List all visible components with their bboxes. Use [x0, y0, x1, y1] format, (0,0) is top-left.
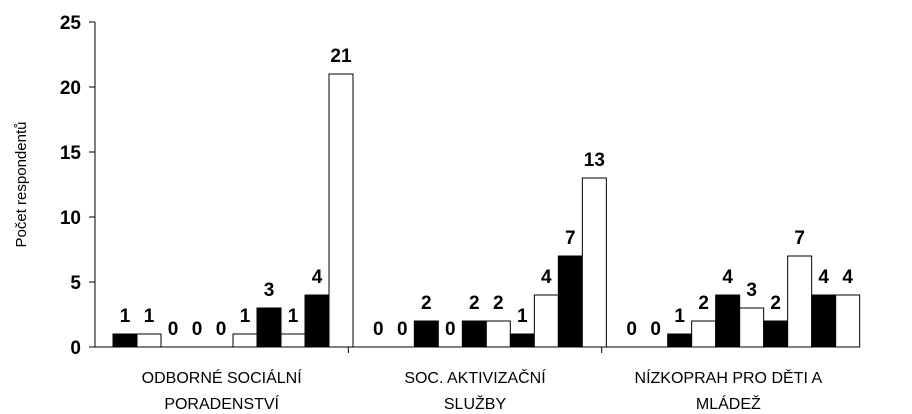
bar — [667, 333, 693, 348]
data-label: 4 — [818, 267, 829, 288]
data-label: 0 — [216, 319, 227, 340]
category-label: NÍZKOPRAH PRO DĚTI A — [635, 368, 823, 387]
category-label: SOC. AKTIVIZAČNÍ — [404, 368, 546, 387]
data-label: 0 — [445, 319, 456, 340]
bar — [304, 294, 330, 348]
y-tick-label: 5 — [70, 273, 81, 294]
bar — [557, 255, 583, 348]
data-label: 13 — [584, 150, 605, 171]
y-tick-label: 15 — [60, 143, 82, 164]
bar — [112, 333, 138, 348]
bar — [328, 73, 354, 348]
bar — [763, 320, 789, 348]
y-tick-label: 10 — [60, 208, 81, 229]
data-label: 21 — [330, 46, 352, 67]
bar — [835, 294, 861, 348]
data-label: 2 — [770, 293, 781, 314]
bar — [485, 320, 511, 348]
bar — [691, 320, 717, 348]
y-tick-label: 0 — [70, 338, 81, 359]
data-label: 0 — [397, 319, 408, 340]
data-label: 2 — [421, 293, 432, 314]
category-label: PORADENSTVÍ — [164, 394, 279, 413]
data-label: 0 — [168, 319, 179, 340]
data-label: 4 — [312, 267, 323, 288]
bars — [112, 73, 861, 348]
category-label: ODBORNÉ SOCIÁLNÍ — [142, 368, 303, 387]
y-tick-label: 25 — [60, 13, 82, 34]
bar — [739, 307, 765, 348]
data-label: 7 — [794, 228, 805, 249]
bar — [256, 307, 282, 348]
category-label: MLÁDEŽ — [696, 394, 761, 413]
data-label: 1 — [517, 306, 528, 327]
data-label: 4 — [722, 267, 733, 288]
bar — [232, 333, 258, 348]
data-label: 1 — [120, 306, 131, 327]
data-label: 2 — [698, 293, 709, 314]
data-label: 4 — [541, 267, 552, 288]
data-label: 3 — [264, 280, 275, 301]
bar — [533, 294, 559, 348]
data-label: 0 — [626, 319, 637, 340]
data-label: 1 — [288, 306, 299, 327]
data-label: 2 — [469, 293, 480, 314]
bar — [413, 320, 439, 348]
bar — [787, 255, 813, 348]
bar — [581, 177, 607, 348]
y-axis-title: Počet respondentů — [13, 122, 30, 248]
data-label: 0 — [650, 319, 661, 340]
bar — [509, 333, 535, 348]
data-label: 1 — [240, 306, 251, 327]
bar — [811, 294, 837, 348]
bar — [136, 333, 162, 348]
y-tick-label: 20 — [60, 78, 81, 99]
data-label: 3 — [746, 280, 757, 301]
data-label: 1 — [674, 306, 685, 327]
bar — [715, 294, 741, 348]
data-label: 4 — [842, 267, 853, 288]
bar — [461, 320, 487, 348]
data-label: 0 — [373, 319, 384, 340]
x-axis: ODBORNÉ SOCIÁLNÍ PORADENSTVÍ SOC. AKTIVIZA… — [95, 346, 855, 413]
category-label: SLUŽBY — [444, 394, 507, 413]
data-label: 1 — [144, 306, 155, 327]
y-axis: 0 5 10 15 20 25 — [60, 13, 96, 359]
bar — [280, 333, 306, 348]
data-label: 2 — [493, 293, 504, 314]
data-label: 0 — [192, 319, 203, 340]
data-label: 7 — [565, 228, 576, 249]
